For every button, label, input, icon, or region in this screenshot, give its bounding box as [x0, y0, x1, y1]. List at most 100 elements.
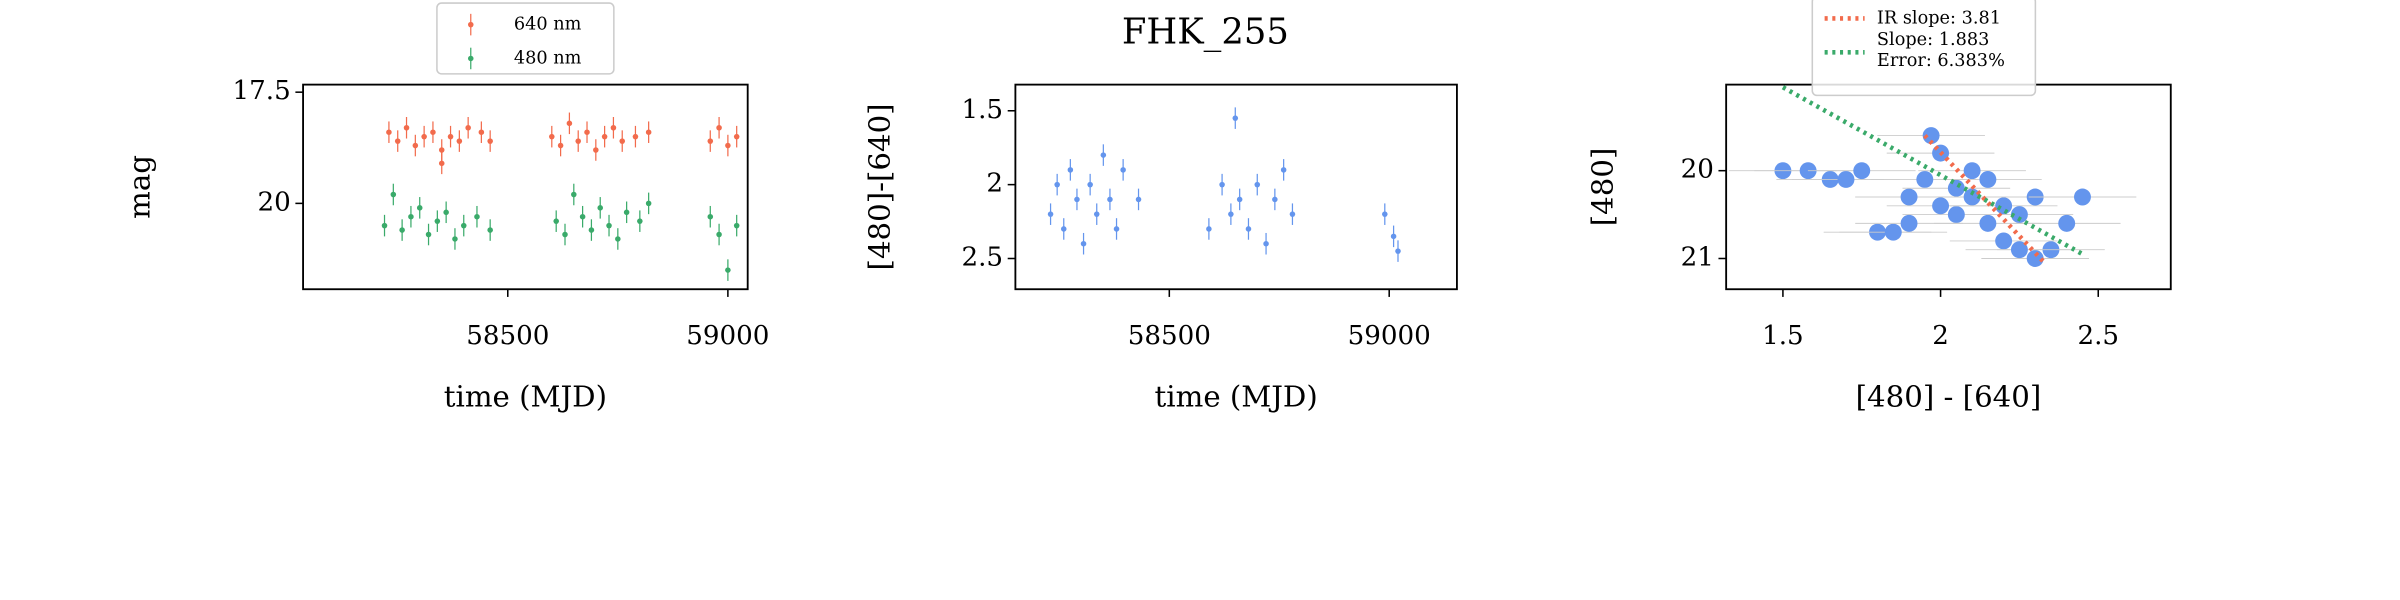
x-tick-label: 59000 — [1348, 321, 1431, 351]
chart-title: FHK_255 — [1122, 11, 1289, 52]
point — [557, 142, 564, 149]
point — [707, 213, 714, 220]
point — [1080, 240, 1087, 247]
point — [619, 138, 626, 144]
point — [1245, 226, 1252, 232]
point — [1916, 170, 1934, 188]
point — [1853, 162, 1871, 180]
point — [1100, 152, 1107, 158]
point — [2010, 206, 2028, 224]
y-axis-label: [480]-[640] — [863, 103, 897, 270]
point — [562, 231, 568, 238]
legend-box — [436, 2, 615, 75]
point — [1228, 211, 1234, 217]
point — [1979, 170, 1997, 188]
point — [460, 222, 467, 229]
y-tick-label: 1.5 — [961, 95, 1003, 125]
point — [1047, 211, 1054, 217]
point — [1060, 226, 1067, 232]
point — [566, 120, 573, 127]
point — [1263, 240, 1269, 247]
subplot: 1.5 2 2.5 20 21 [480] - [640] [480] IR slope: 3… — [1586, 0, 2172, 413]
y-tick-label: 20 — [258, 187, 291, 217]
point — [447, 133, 454, 140]
point — [1979, 214, 1997, 232]
point — [1280, 167, 1287, 173]
x-tick-label: 2 — [1932, 321, 1949, 351]
point — [1093, 211, 1100, 217]
x-axis-label: time (MJD) — [444, 379, 607, 413]
y-axis-label: mag — [123, 155, 157, 219]
point — [645, 129, 652, 135]
point — [637, 218, 643, 224]
subplot: 58500 59000 17.5 20 time (MJD) mag 640 nm 480 n… — [123, 2, 769, 413]
point — [1289, 211, 1296, 217]
point — [623, 209, 630, 216]
y-tick-label: 2 — [986, 169, 1003, 199]
y-axis-label: [480] — [1586, 148, 1620, 227]
point — [399, 227, 405, 233]
point — [390, 191, 397, 198]
point — [2074, 188, 2091, 206]
point — [579, 213, 586, 220]
point — [593, 147, 599, 153]
x-tick-label: 58500 — [466, 321, 549, 351]
point — [474, 213, 480, 220]
point — [1067, 167, 1074, 173]
point — [386, 129, 392, 135]
point — [412, 142, 419, 149]
point — [553, 218, 559, 224]
point — [487, 227, 493, 233]
point — [716, 231, 722, 238]
point — [615, 236, 621, 242]
legend-label: Slope: 1.883 Error: 6.383% — [1877, 30, 2005, 71]
point — [465, 124, 471, 131]
point — [1272, 196, 1278, 203]
point — [2058, 214, 2076, 232]
point — [707, 138, 714, 144]
point — [606, 222, 612, 229]
x-tick-label: 58500 — [1128, 321, 1211, 351]
point — [645, 200, 652, 207]
fit-line — [1781, 85, 2084, 257]
point — [478, 129, 485, 135]
point — [725, 267, 731, 273]
point — [1113, 226, 1120, 232]
point — [487, 138, 493, 144]
point — [381, 222, 388, 229]
y-tick-label: 17.5 — [233, 76, 291, 106]
point — [1074, 196, 1080, 203]
point — [1884, 223, 1902, 241]
point — [601, 133, 608, 140]
subplot: 58500 59000 1.5 2 2.5 time (MJD) [480]-[640] FH… — [863, 11, 1458, 413]
point — [456, 138, 463, 144]
axes-frame — [302, 83, 749, 291]
point — [1232, 115, 1239, 121]
x-tick-label: 59000 — [686, 321, 769, 351]
point — [1900, 214, 1918, 232]
point — [575, 138, 581, 144]
legend-label: 640 nm — [514, 15, 582, 35]
x-tick-label: 1.5 — [1762, 321, 1804, 351]
point — [1922, 127, 1940, 145]
point — [1054, 181, 1060, 188]
point — [1995, 232, 2013, 250]
legend-label: IR slope: 3.81 — [1877, 8, 2001, 28]
legend-swatch — [468, 21, 474, 28]
point — [725, 142, 731, 149]
point — [1390, 233, 1397, 240]
point — [1382, 211, 1388, 217]
point — [584, 129, 590, 135]
point — [571, 191, 577, 198]
point — [438, 147, 445, 153]
point — [716, 124, 722, 131]
point — [403, 124, 410, 131]
point — [597, 205, 603, 211]
point — [434, 218, 441, 224]
point — [1947, 206, 1965, 224]
legend-label: 480 nm — [514, 48, 582, 68]
point — [632, 133, 639, 140]
point — [1900, 188, 1918, 206]
